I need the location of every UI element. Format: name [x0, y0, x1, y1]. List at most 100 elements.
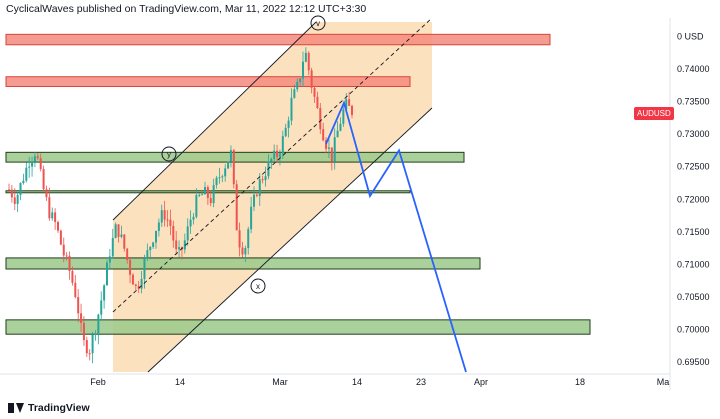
- candle-body: [235, 184, 238, 231]
- candle-body: [172, 225, 175, 241]
- candle: [264, 166, 267, 187]
- candle-body: [215, 177, 218, 186]
- candle: [126, 248, 129, 264]
- candle-body: [85, 340, 88, 354]
- candle: [57, 220, 59, 233]
- candle: [310, 67, 313, 94]
- candle: [195, 188, 198, 219]
- wave-label-circle: [310, 15, 326, 31]
- candle: [172, 220, 175, 248]
- candle-body: [227, 161, 230, 169]
- candle: [117, 224, 120, 243]
- candle-body: [10, 189, 13, 198]
- candle-body: [201, 194, 204, 196]
- price-zone-support: [5, 257, 481, 270]
- candle-body: [339, 123, 342, 131]
- candle: [108, 248, 111, 270]
- candle-body: [19, 183, 22, 195]
- candle: [48, 187, 51, 221]
- candle-body: [80, 313, 83, 323]
- price-zone-support: [5, 151, 465, 163]
- candle: [131, 273, 134, 285]
- candle-body: [273, 150, 276, 159]
- candle-body: [22, 180, 25, 184]
- candle-body: [333, 137, 336, 162]
- x-tick-label: Mar: [272, 377, 288, 387]
- candle: [163, 200, 166, 227]
- candle: [45, 185, 48, 201]
- candle: [65, 252, 68, 261]
- candle: [333, 128, 336, 170]
- candle-body: [224, 168, 227, 177]
- candle-body: [178, 247, 181, 250]
- candle: [31, 156, 34, 177]
- candle-body: [198, 194, 201, 196]
- candle-body: [114, 224, 117, 238]
- candle-body: [209, 198, 212, 204]
- wave-label-v: v: [310, 15, 326, 31]
- candle-body: [45, 189, 48, 198]
- y-tick-label: 0.72000: [677, 194, 710, 204]
- candle-body: [232, 150, 235, 185]
- candle: [304, 47, 307, 63]
- y-tick-label: 0.69500: [677, 357, 710, 367]
- candle-body: [293, 89, 296, 98]
- candle: [296, 78, 299, 92]
- candle: [33, 151, 36, 168]
- candle: [290, 88, 293, 126]
- candle-body: [16, 194, 19, 204]
- y-tick-label: 0.73500: [677, 96, 710, 106]
- brand-name: TradingView: [28, 402, 90, 414]
- candle: [100, 291, 103, 321]
- candle-body: [307, 52, 310, 71]
- candle-body: [238, 230, 241, 248]
- candle-body: [221, 176, 224, 178]
- symbol-price-badge: AUDUSD: [634, 107, 674, 120]
- candle: [232, 149, 235, 189]
- candle: [258, 173, 261, 206]
- candle-body: [186, 226, 189, 241]
- candle-body: [74, 282, 77, 298]
- candle: [212, 178, 215, 208]
- y-tick-label: 0.70500: [677, 292, 710, 302]
- candle-body: [290, 97, 293, 121]
- candle-body: [284, 127, 287, 137]
- candle: [169, 209, 172, 236]
- candle-body: [108, 256, 111, 263]
- candle-body: [195, 195, 198, 217]
- candle-body: [348, 99, 351, 106]
- price-zone-resistance: [5, 76, 411, 87]
- candle: [25, 162, 28, 183]
- candle-body: [241, 247, 244, 255]
- candle: [134, 283, 137, 291]
- candle: [241, 241, 244, 258]
- candle-body: [327, 147, 330, 149]
- candle-body: [204, 187, 206, 195]
- candle-body: [25, 167, 28, 181]
- wave-label-text: y: [167, 150, 171, 159]
- candle-body: [296, 81, 299, 90]
- candle: [247, 226, 250, 255]
- candle-body: [106, 262, 108, 286]
- candle: [270, 157, 273, 169]
- candle: [137, 280, 140, 294]
- wave-label-text: v: [316, 19, 320, 28]
- candle-body: [212, 185, 215, 204]
- candle: [111, 228, 114, 259]
- candle: [221, 174, 224, 183]
- candle-body: [250, 206, 253, 230]
- candle-body: [77, 297, 80, 314]
- candle: [10, 184, 13, 203]
- candle: [348, 91, 351, 107]
- y-tick-label: 0.74000: [677, 64, 710, 74]
- y-tick-label: 0.73000: [677, 129, 710, 139]
- candle: [91, 331, 94, 364]
- candle: [166, 210, 169, 227]
- candle: [175, 230, 178, 255]
- candle: [229, 145, 232, 168]
- candle: [206, 185, 209, 205]
- candle-body: [88, 353, 91, 355]
- candle-body: [163, 210, 166, 220]
- candle: [302, 51, 304, 88]
